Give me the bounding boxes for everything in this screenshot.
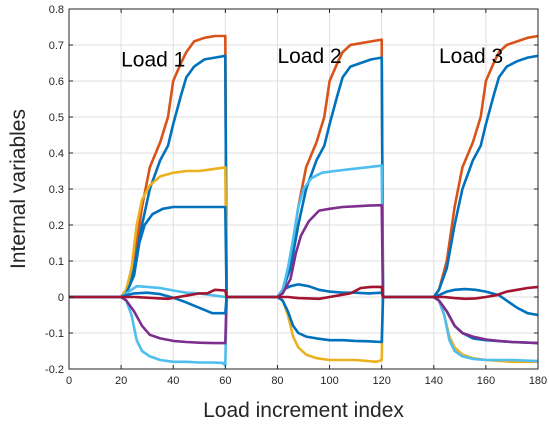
series-line-9 [69,285,539,301]
x-tick-label: 60 [219,375,231,387]
y-tick-label: -0.2 [45,364,64,376]
x-axis-label: Load increment index [203,399,404,422]
series-line-7 [69,203,539,345]
y-tick-label: 0.3 [49,184,64,196]
x-tick-label: 0 [66,375,72,387]
y-tick-label: 0.7 [49,40,64,52]
x-tick-label: 80 [271,375,283,387]
tick-labels: 0 20 40 60 80 100 120 140 160 180 -0.2 -0.1 0 0.1 0.2 0… [45,4,547,387]
y-tick-label: 0.8 [49,4,64,16]
x-tick-label: 140 [425,375,443,387]
x-tick-label: 100 [320,375,338,387]
y-tick-label: 0 [58,292,64,304]
load-annotation: Load 3 [439,45,503,68]
series-line-5 [69,164,539,363]
load-annotation: Load 2 [277,45,341,68]
series-lines [69,34,539,367]
x-tick-label: 20 [115,375,127,387]
annotations: Load 1 Load 2 Load 3 [121,45,503,72]
x-tick-label: 160 [477,375,495,387]
y-axis-label: Internal variables [7,109,30,269]
y-tick-label: 0.4 [49,148,64,160]
x-tick-label: 180 [529,375,547,387]
series-line-2 [69,54,539,299]
x-tick-label: 40 [167,375,179,387]
y-tick-label: 0.5 [49,112,64,124]
load-annotation: Load 1 [121,49,185,72]
x-tick-label: 120 [372,375,390,387]
series-line-1 [69,34,539,299]
y-tick-label: -0.1 [45,328,64,340]
y-tick-label: 0.2 [49,220,64,232]
y-tick-label: 0.1 [49,256,64,268]
series-line-6 [69,295,228,367]
y-tick-label: 0.6 [49,76,64,88]
